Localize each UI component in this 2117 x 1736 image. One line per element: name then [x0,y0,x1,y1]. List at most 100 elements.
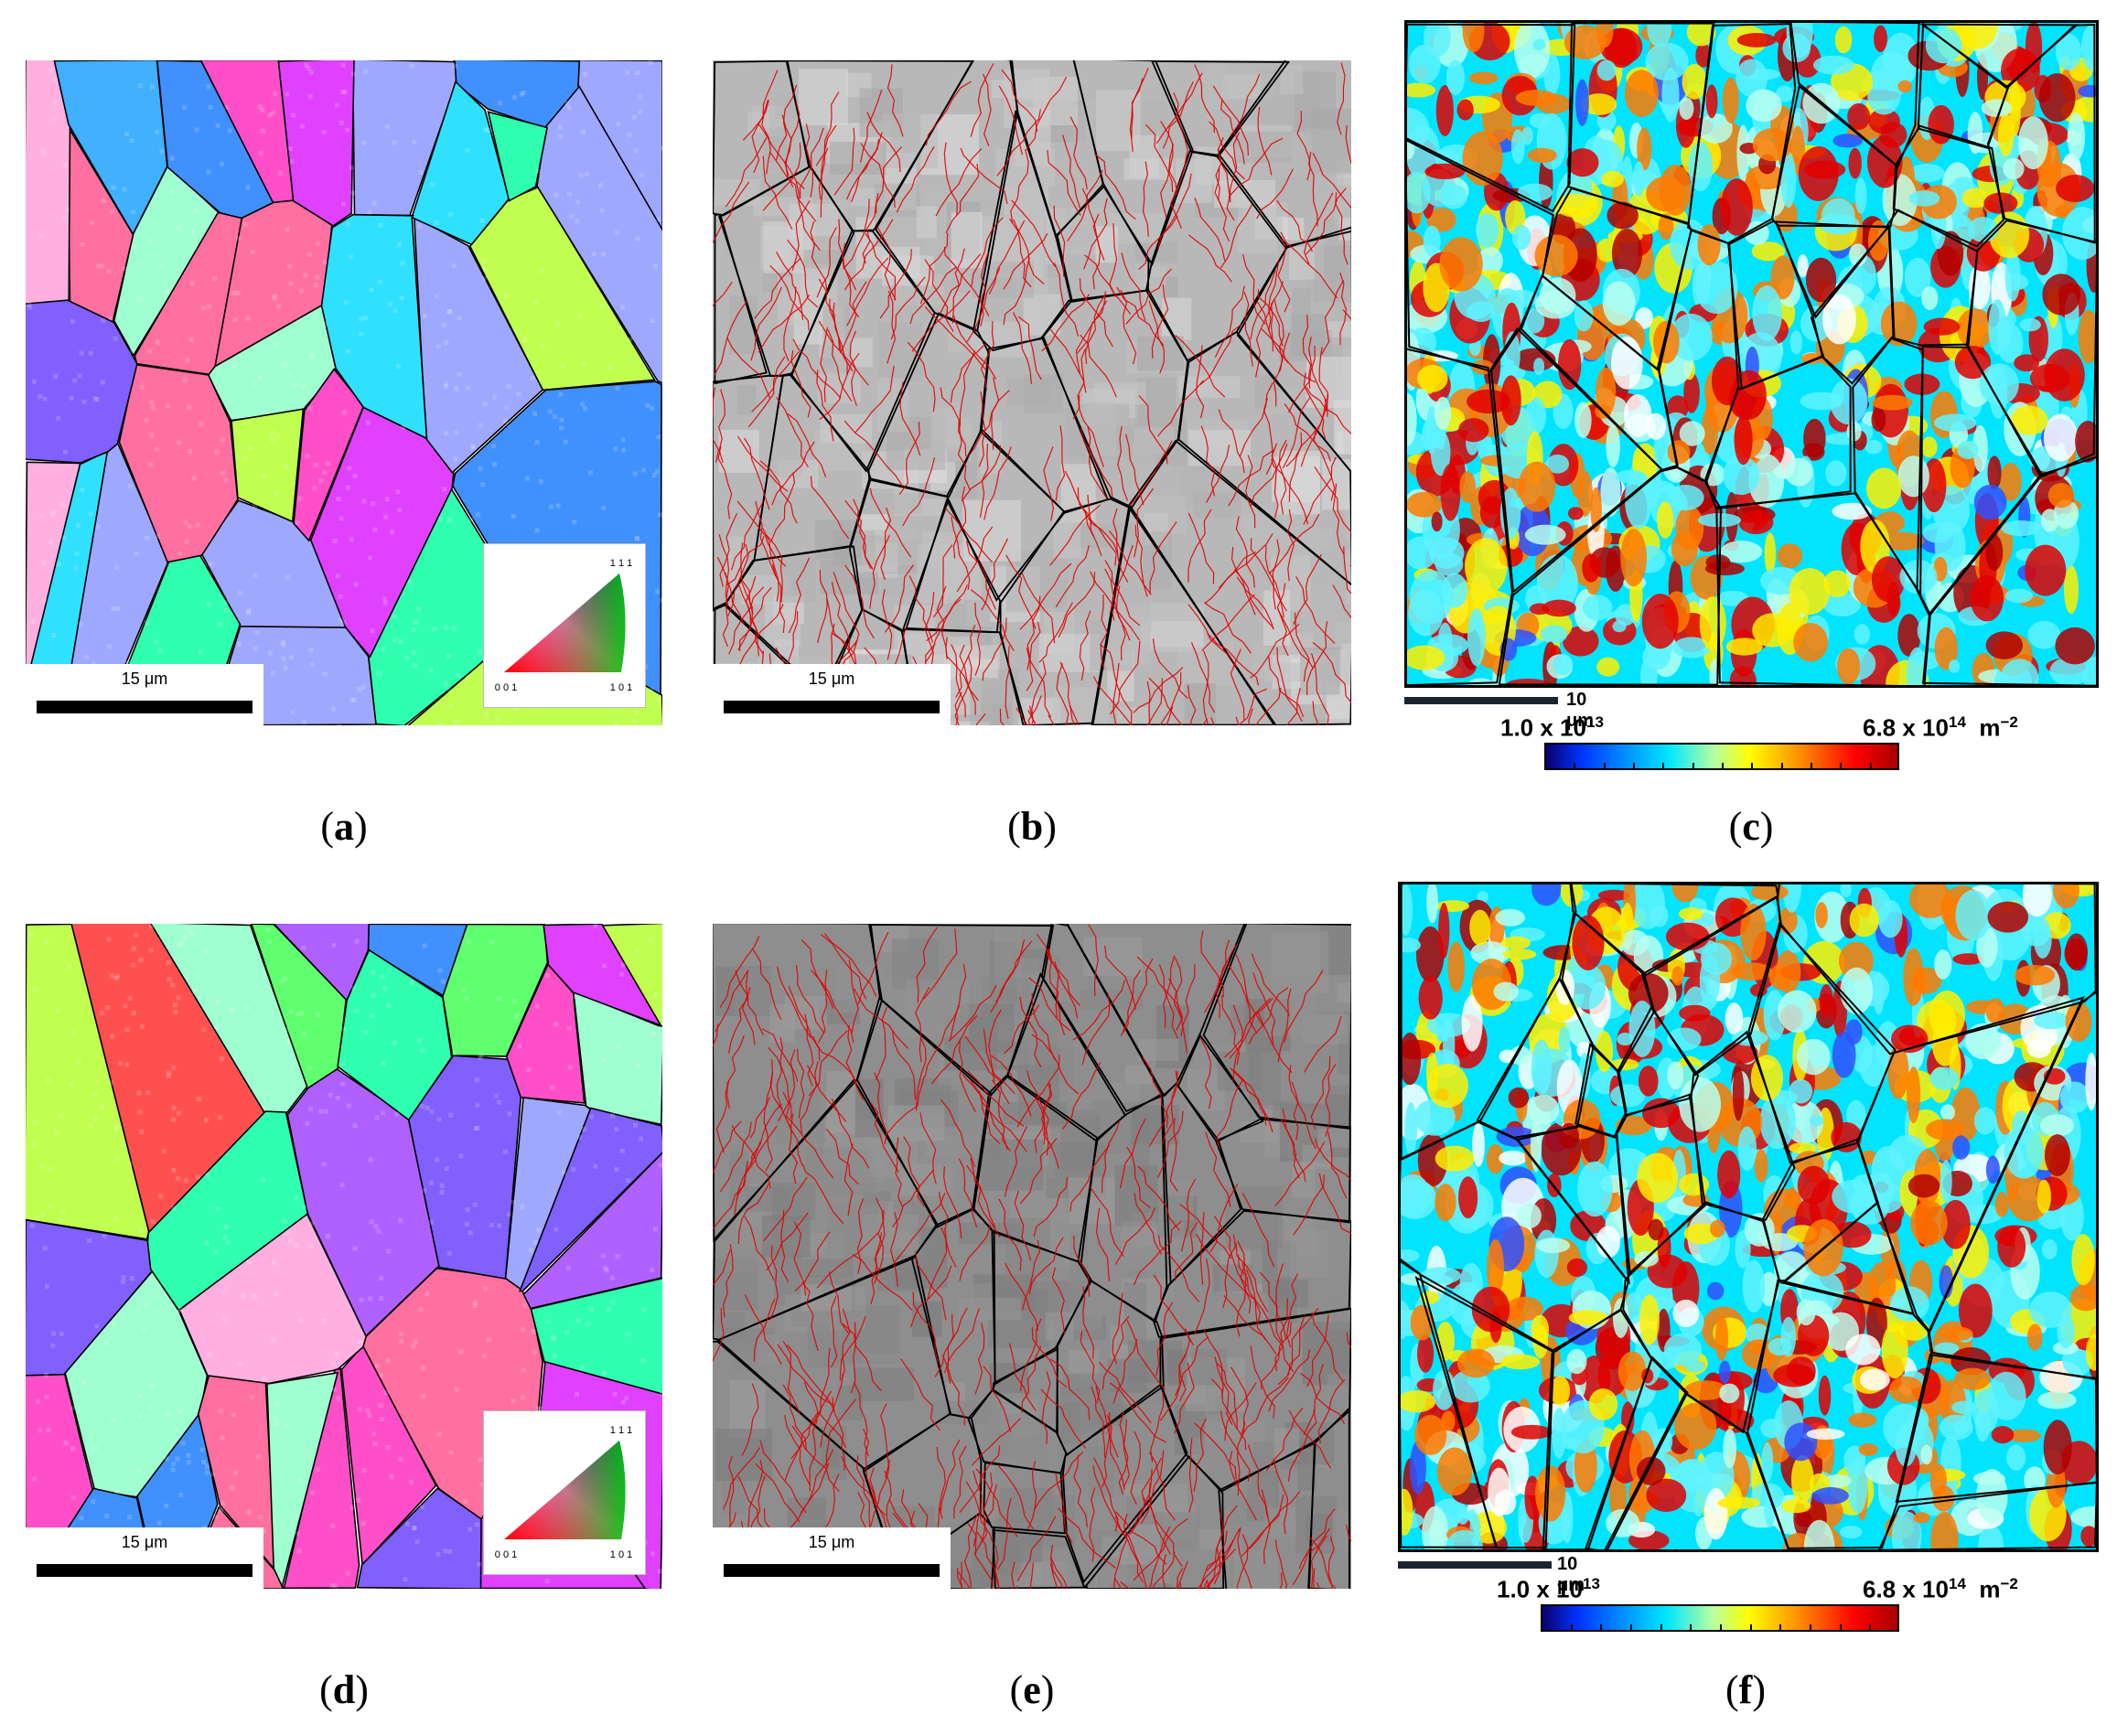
low-angle-boundary [863,1428,876,1504]
low-angle-boundary [786,1116,834,1179]
low-angle-boundary [932,544,953,618]
high-angle-boundary [713,924,883,1242]
low-angle-boundary [735,970,764,1035]
colorbar-min-label: 1.0 x 1013 [1500,713,1604,743]
low-angle-boundary [1196,1234,1253,1299]
low-angle-boundary [1254,687,1282,725]
low-angle-boundary [966,541,996,610]
low-angle-boundary [1200,425,1216,497]
low-angle-boundary [1156,1110,1184,1179]
low-angle-boundary [1133,1517,1188,1581]
low-angle-boundary [1003,232,1048,290]
low-angle-boundary [1202,650,1209,724]
low-angle-boundary [1137,1165,1180,1231]
low-angle-boundary [978,1090,1027,1152]
low-angle-boundary [1116,286,1165,347]
low-angle-boundary [998,1198,1022,1271]
low-angle-boundary [1083,198,1108,270]
low-angle-boundary [766,534,783,603]
panel-caption-b: (b) [1007,804,1057,849]
grain [577,60,662,236]
low-angle-boundary [1228,137,1284,198]
low-angle-boundary [802,1163,844,1225]
low-angle-boundary [1084,254,1132,315]
low-angle-boundary [1288,1065,1299,1141]
low-angle-boundary [991,1055,1032,1117]
low-angle-boundary [797,1048,805,1119]
grain-boundary [1777,884,2096,1056]
low-angle-boundary [850,1322,856,1394]
low-angle-boundary [1114,1516,1144,1583]
low-angle-boundary [999,708,1005,725]
high-angle-boundary [1153,1209,1351,1338]
low-angle-boundary [876,1006,887,1080]
grain [536,85,662,384]
high-angle-boundary [999,498,1132,725]
low-angle-boundary [1099,1361,1152,1424]
low-angle-boundary [1308,152,1318,227]
low-angle-boundary [1149,521,1177,595]
low-angle-boundary [1306,621,1328,696]
low-angle-boundary [980,321,994,391]
scale-bar: 15 μm [713,1527,951,1589]
low-angle-boundary [1092,676,1133,725]
low-angle-boundary [980,252,989,327]
low-angle-boundary [790,349,811,418]
low-angle-boundary [971,1418,1021,1466]
low-angle-boundary [744,1293,782,1365]
low-angle-boundary [799,127,824,199]
low-angle-boundary [1313,1568,1316,1589]
low-angle-boundary [887,64,904,137]
low-angle-boundary [1104,945,1137,1010]
grain-boundary [1928,991,2096,1380]
low-angle-boundary [860,143,896,209]
low-angle-boundary [854,366,895,433]
low-angle-boundary [795,181,821,252]
low-angle-boundary [891,1031,916,1099]
low-angle-boundary [1109,223,1118,297]
low-angle-boundary [807,1065,847,1122]
low-angle-boundary [870,1232,882,1305]
grain [522,1152,662,1310]
low-angle-boundary [1053,205,1066,277]
low-angle-boundary [1041,294,1091,352]
grain-boundary [1704,355,1852,510]
low-angle-boundary [1237,1527,1252,1589]
low-angle-boundary [874,1209,885,1284]
low-angle-boundary [1062,1062,1101,1130]
low-angle-boundary [916,927,938,1003]
low-angle-boundary [816,370,834,442]
low-angle-boundary [943,246,990,316]
grain [572,990,662,1126]
low-angle-boundary [821,934,867,1000]
low-angle-boundary [825,1128,860,1185]
colorbar-tick [1780,763,1783,770]
low-angle-boundary [1335,192,1349,265]
low-angle-boundary [816,1231,880,1289]
low-angle-boundary [1167,978,1187,1054]
grain-boundary [1616,1093,1706,1275]
low-angle-boundary [763,1096,773,1172]
colorbar-tick [1749,1624,1752,1632]
low-angle-boundary [1104,560,1141,627]
low-angle-boundary [718,389,726,463]
low-angle-boundary [844,420,904,488]
low-angle-boundary [1148,1452,1176,1521]
low-angle-boundary [896,145,935,213]
low-angle-boundary [1248,708,1253,725]
colorbar-unit: m [1979,1575,2001,1603]
low-angle-boundary [983,446,1012,520]
low-angle-boundary [1146,680,1151,725]
low-angle-boundary [1241,253,1266,325]
low-angle-boundary [1205,1528,1241,1589]
low-angle-boundary [1055,545,1091,608]
grain-boundary [1407,348,1513,685]
low-angle-boundary [1179,1203,1232,1259]
grain-boundary [1476,977,1595,1139]
low-angle-boundary [938,1191,957,1268]
low-angle-boundary [1303,456,1337,525]
ipf-key-111-label: 1 1 1 [610,1425,632,1436]
scale-bar-label: 15 μm [121,1533,168,1551]
low-angle-boundary [1163,955,1176,1029]
low-angle-boundary [722,1244,734,1317]
